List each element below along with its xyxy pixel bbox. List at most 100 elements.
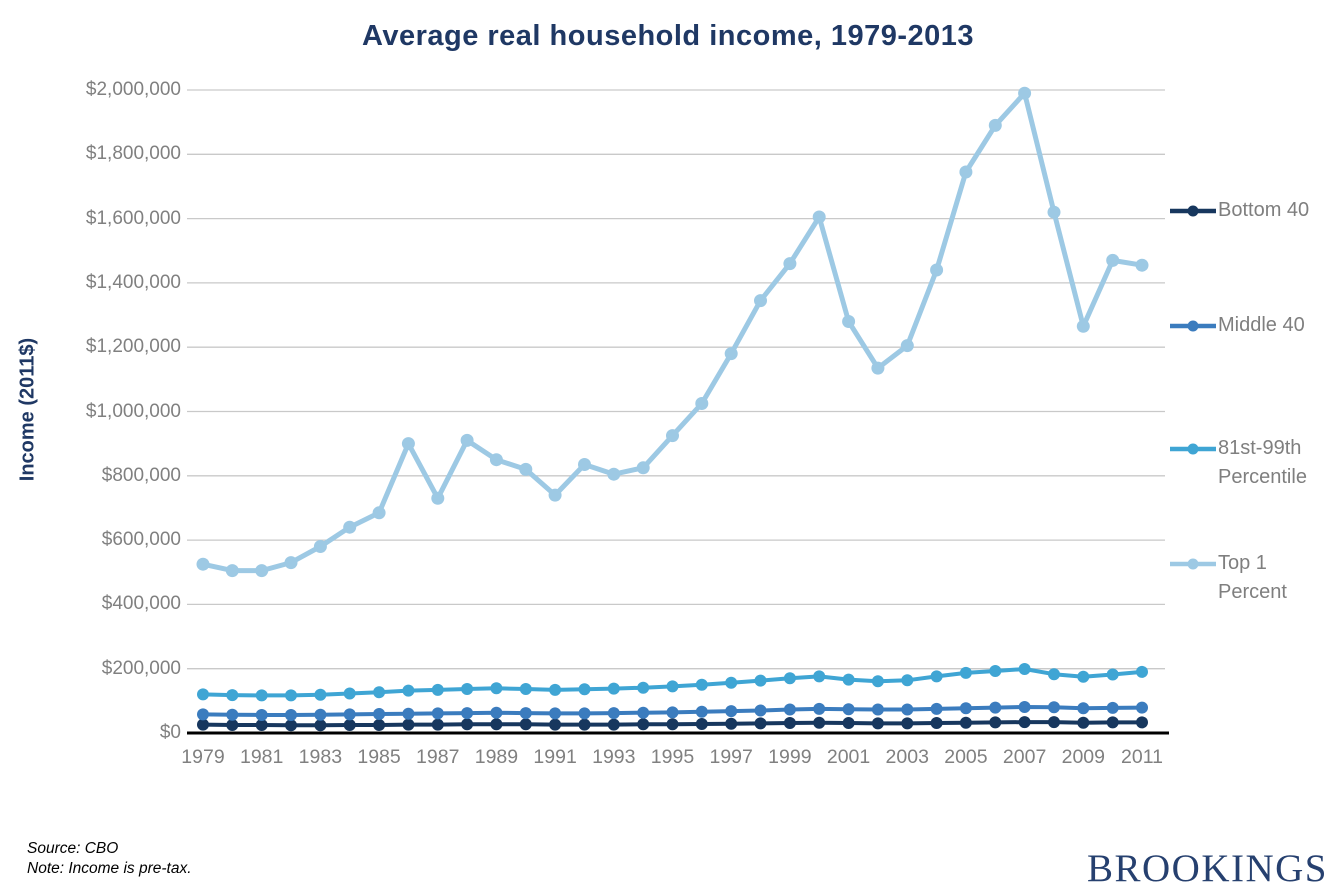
data-point-marker xyxy=(871,361,885,375)
data-point-marker xyxy=(489,453,503,467)
data-point-marker xyxy=(901,674,914,687)
x-tick-label: 1999 xyxy=(768,746,812,768)
data-point-marker xyxy=(637,706,650,719)
x-tick-label: 1983 xyxy=(298,746,343,768)
data-point-marker xyxy=(1136,665,1148,678)
data-point-marker xyxy=(989,701,1002,714)
data-point-marker xyxy=(490,718,503,731)
data-point-marker xyxy=(460,433,474,447)
data-point-marker xyxy=(900,339,914,353)
data-point-marker xyxy=(1018,86,1032,100)
data-point-marker xyxy=(695,397,709,410)
data-point-marker xyxy=(989,716,1002,729)
data-point-marker xyxy=(959,666,972,679)
data-point-marker xyxy=(197,718,209,731)
data-point-marker xyxy=(607,682,620,695)
data-point-marker xyxy=(373,719,386,731)
data-point-marker xyxy=(1077,716,1090,729)
data-point-marker xyxy=(225,564,239,578)
data-point-marker xyxy=(812,210,826,224)
x-tick-label: 1979 xyxy=(181,746,225,768)
data-point-marker xyxy=(695,718,708,730)
data-point-marker xyxy=(724,347,738,361)
data-point-marker xyxy=(637,718,650,731)
data-point-marker xyxy=(314,708,327,721)
data-point-marker xyxy=(930,670,943,683)
data-point-marker xyxy=(401,437,415,451)
data-point-marker xyxy=(871,717,884,730)
data-point-marker xyxy=(578,683,591,696)
data-point-marker xyxy=(1106,701,1119,714)
data-point-marker xyxy=(842,703,855,716)
legend-marker-icon xyxy=(1187,443,1199,455)
legend-item: 81st-99th Percentile xyxy=(1170,434,1330,492)
legend-swatch-line-icon xyxy=(1170,320,1216,332)
legend-label: Middle 40 xyxy=(1218,314,1305,336)
x-tick-label: 2009 xyxy=(1061,746,1105,768)
data-point-marker xyxy=(1048,716,1060,729)
legend-swatch-line-icon xyxy=(1170,443,1216,455)
data-point-marker xyxy=(725,717,738,730)
data-point-marker xyxy=(490,706,503,719)
data-point-marker xyxy=(930,702,943,715)
data-point-marker xyxy=(813,716,826,729)
data-point-marker xyxy=(343,719,356,731)
x-tick-label: 2003 xyxy=(885,746,929,768)
data-point-marker xyxy=(607,707,620,720)
data-point-marker xyxy=(461,683,474,695)
data-point-marker xyxy=(226,719,239,731)
data-point-marker xyxy=(1018,701,1031,713)
data-point-marker xyxy=(1047,205,1061,219)
x-tick-label: 1991 xyxy=(533,746,577,768)
data-point-marker xyxy=(1136,701,1148,714)
data-point-marker xyxy=(666,706,679,719)
data-point-marker xyxy=(226,708,239,721)
note-line: Note: Income is pre-tax. xyxy=(27,860,192,878)
data-point-marker xyxy=(754,294,767,308)
data-point-marker xyxy=(813,670,826,683)
data-point-marker xyxy=(431,718,444,731)
data-point-marker xyxy=(255,709,268,721)
legend-label: Bottom 40 xyxy=(1218,199,1310,221)
data-point-marker xyxy=(314,688,327,701)
data-point-marker xyxy=(637,681,650,694)
data-point-marker xyxy=(901,703,914,716)
data-point-marker xyxy=(666,429,679,443)
data-point-marker xyxy=(197,708,209,721)
data-point-marker xyxy=(695,678,708,691)
legend-marker-icon xyxy=(1187,320,1199,332)
data-point-marker xyxy=(549,683,562,696)
data-point-marker xyxy=(549,718,562,731)
data-point-marker xyxy=(1048,701,1060,714)
data-point-marker xyxy=(285,709,297,721)
data-point-marker xyxy=(402,707,415,720)
y-tick-label: $800,000 xyxy=(101,464,181,486)
data-point-marker xyxy=(197,688,209,701)
data-point-marker xyxy=(1136,716,1148,729)
data-point-marker xyxy=(314,719,327,732)
data-point-marker xyxy=(343,708,356,721)
data-point-marker xyxy=(1018,716,1031,729)
data-point-marker xyxy=(754,674,767,687)
legend-label: 81st-99th Percentile xyxy=(1218,437,1307,488)
data-point-marker xyxy=(578,707,591,720)
data-point-marker xyxy=(372,506,386,520)
source-note: Source: CBO Note: Income is pre-tax. xyxy=(27,839,192,880)
x-tick-label: 1989 xyxy=(474,746,519,768)
data-point-marker xyxy=(1106,668,1119,681)
data-point-marker xyxy=(842,717,855,729)
x-tick-label: 1997 xyxy=(709,746,753,768)
data-point-marker xyxy=(1106,716,1119,729)
data-point-marker xyxy=(842,315,856,328)
data-point-marker xyxy=(343,520,357,534)
data-point-marker xyxy=(1076,319,1090,333)
data-point-marker xyxy=(519,718,532,731)
legend-item: Bottom 40 xyxy=(1170,196,1330,225)
data-point-marker xyxy=(959,716,972,729)
data-point-marker xyxy=(783,672,796,685)
x-tick-label: 2011 xyxy=(1121,746,1163,768)
data-point-marker xyxy=(783,257,797,271)
data-point-marker xyxy=(930,717,943,729)
data-point-marker xyxy=(578,458,591,471)
